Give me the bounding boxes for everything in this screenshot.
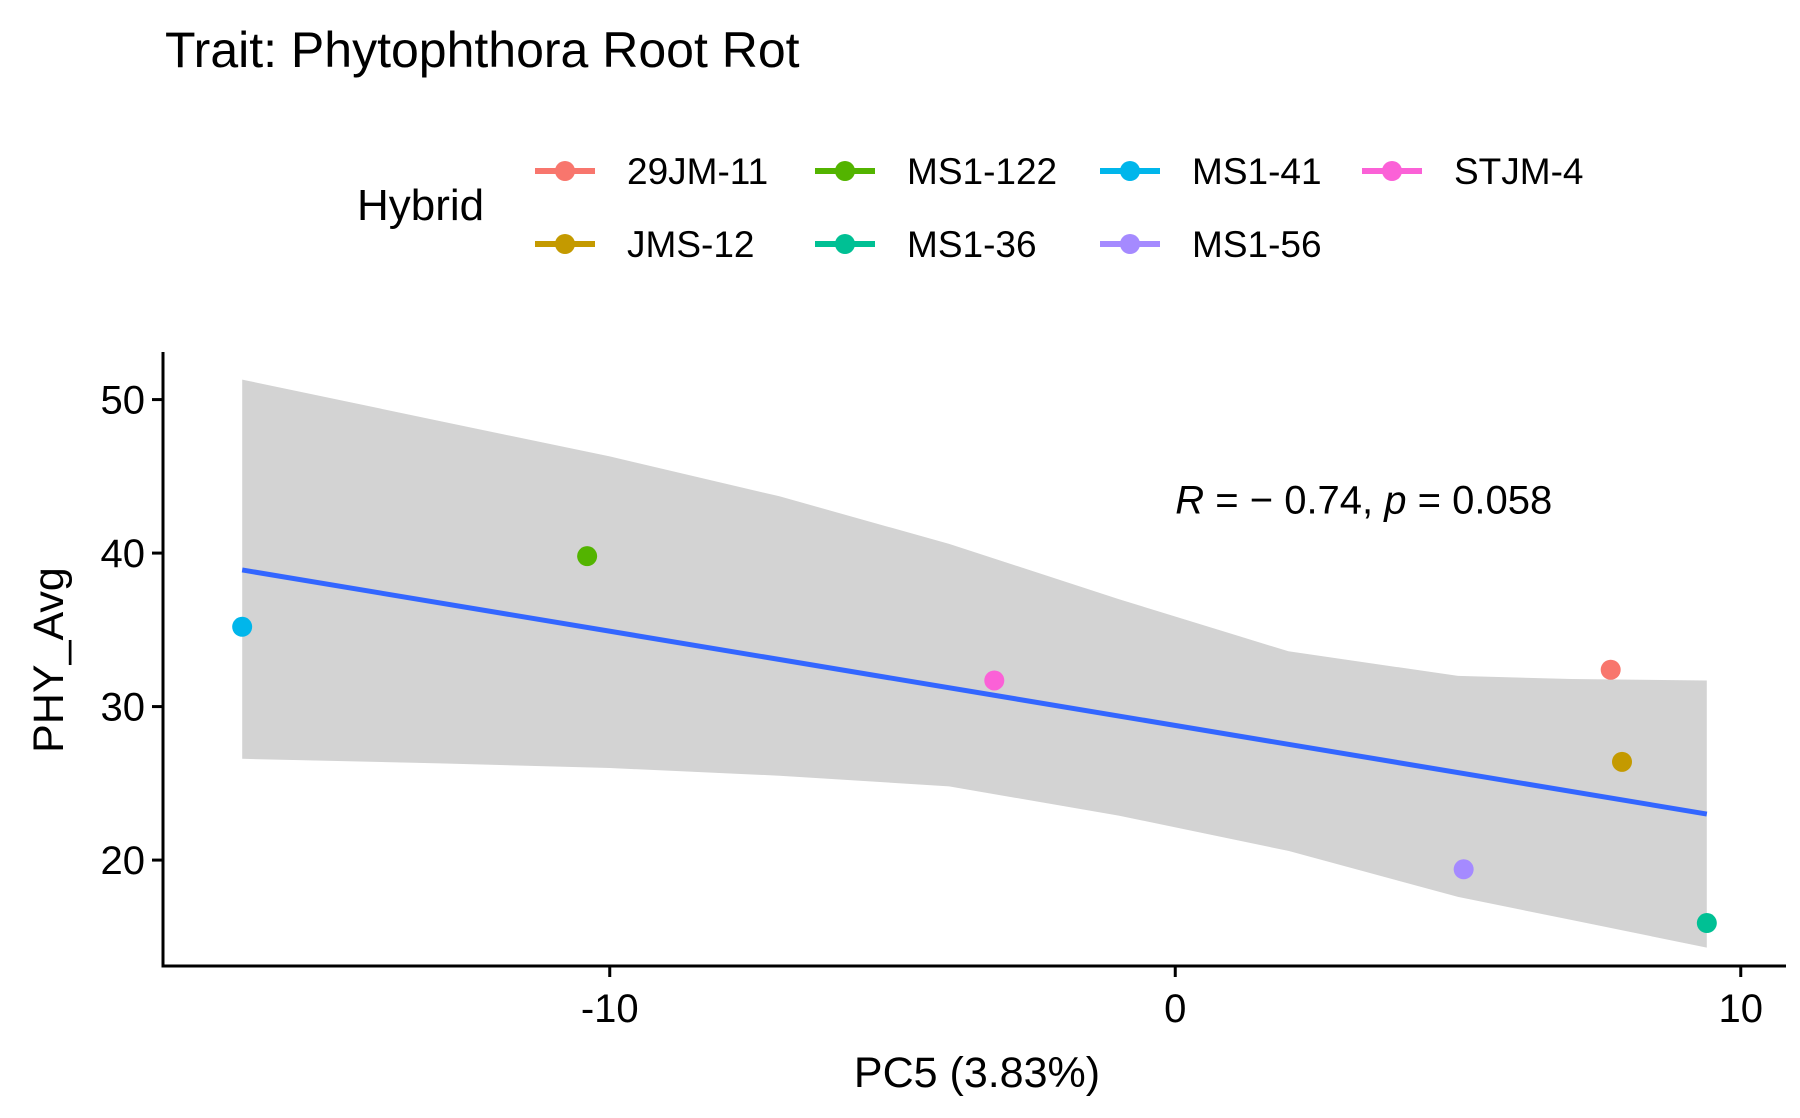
y-axis-label: PHY_Avg	[25, 567, 73, 753]
point-ms1-36	[1696, 913, 1717, 934]
legend-entry-29jm-11: 29JM-11	[535, 151, 768, 192]
legend-key-point	[1382, 161, 1402, 181]
legend-key-point	[1120, 161, 1140, 181]
legend-entry-stjm-4: STJM-4	[1362, 151, 1584, 192]
legend-label: 29JM-11	[627, 151, 768, 192]
legend-entry-ms1-122: MS1-122	[815, 151, 1057, 192]
legend: Hybrid 29JM-11 JMS-12 MS1-122 MS1-36 MS1-41 M…	[357, 151, 1584, 265]
legend-entry-ms1-36: MS1-36	[815, 224, 1037, 265]
legend-label: STJM-4	[1454, 151, 1584, 192]
y-tick-label: 50	[101, 379, 146, 423]
legend-key-point	[555, 161, 575, 181]
legend-key-point	[555, 234, 575, 254]
y-axis-ticks: 20 30 40 50	[101, 379, 163, 883]
plot-area: -10 0 10 20 30 40 50 R = − 0.74, p = 0.058	[101, 352, 1786, 1031]
point-ms1-56	[1453, 859, 1474, 880]
point-jms-12	[1612, 751, 1633, 772]
confidence-band	[242, 379, 1707, 948]
legend-label: MS1-122	[907, 151, 1057, 192]
legend-label: MS1-56	[1192, 224, 1322, 265]
legend-entries: 29JM-11 JMS-12 MS1-122 MS1-36 MS1-41 MS1-56 ST…	[535, 151, 1584, 265]
r-value: = − 0.74,	[1204, 478, 1384, 522]
regression-line	[241, 567, 1708, 817]
legend-label: MS1-36	[907, 224, 1037, 265]
x-tick-label: 0	[1164, 987, 1186, 1031]
y-tick-label: 30	[101, 686, 146, 730]
x-axis-ticks: -10 0 10	[581, 966, 1763, 1031]
legend-title: Hybrid	[357, 181, 484, 230]
p-value: = 0.058	[1407, 478, 1553, 522]
legend-entry-jms-12: JMS-12	[535, 224, 754, 265]
point-ms1-41	[232, 616, 253, 637]
legend-entry-ms1-41: MS1-41	[1100, 151, 1322, 192]
y-tick-label: 40	[101, 532, 146, 576]
x-tick-label: 10	[1719, 987, 1764, 1031]
legend-key-point	[835, 161, 855, 181]
point-ms1-122	[577, 546, 598, 567]
legend-entry-ms1-56: MS1-56	[1100, 224, 1322, 265]
data-points	[232, 546, 1717, 934]
p-symbol: p	[1383, 478, 1406, 522]
x-axis-label: PC5 (3.83%)	[854, 1049, 1100, 1097]
x-tick-label: -10	[581, 987, 639, 1031]
chart-title: Trait: Phytophthora Root Rot	[165, 22, 800, 78]
point-stjm-4	[984, 670, 1005, 691]
r-symbol: R	[1175, 478, 1204, 522]
legend-label: JMS-12	[627, 224, 754, 265]
legend-key-point	[1120, 234, 1140, 254]
correlation-annotation: R = − 0.74, p = 0.058	[1175, 478, 1552, 522]
y-tick-label: 20	[101, 839, 146, 883]
point-29jm-11	[1600, 659, 1621, 680]
legend-label: MS1-41	[1192, 151, 1322, 192]
legend-key-point	[835, 234, 855, 254]
